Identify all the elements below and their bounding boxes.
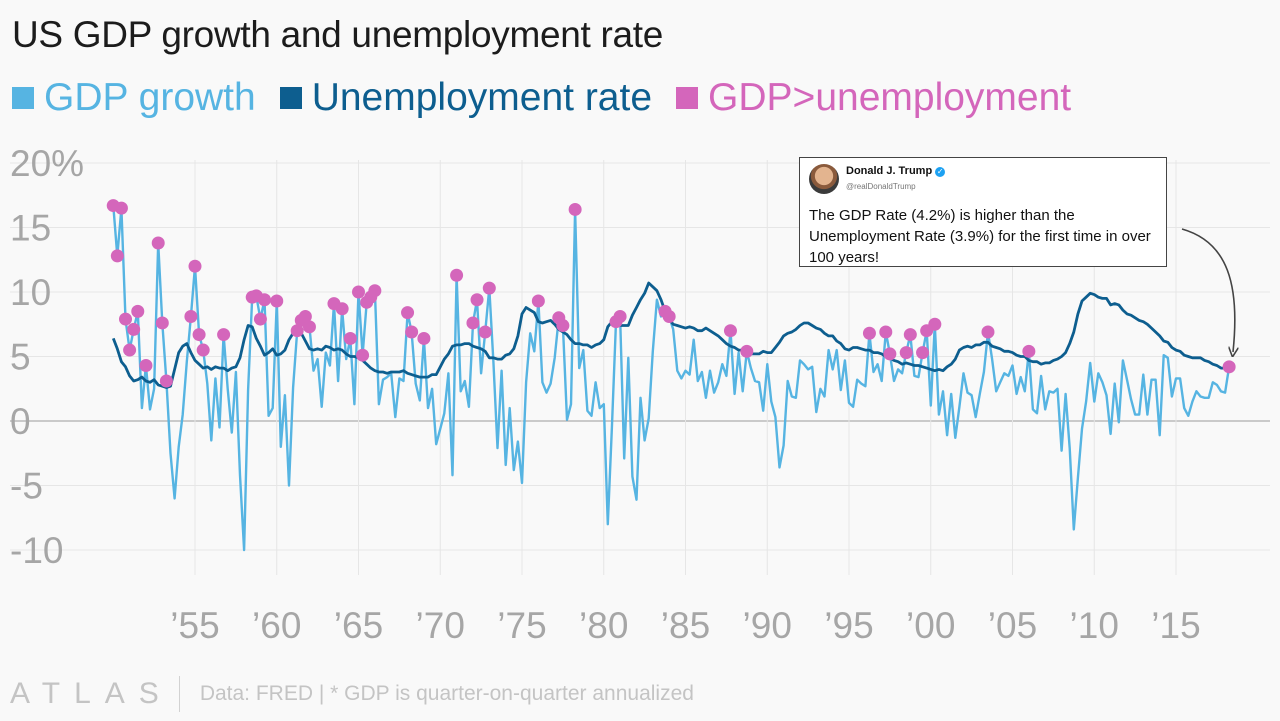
- gdp-over-unemployment-point: [1222, 360, 1236, 374]
- tweet-text: The GDP Rate (4.2%) is higher than the U…: [809, 207, 1151, 266]
- gdp-over-unemployment-point: [151, 236, 165, 250]
- gdp-over-unemployment-point: [119, 312, 133, 326]
- chart-title: US GDP growth and unemployment rate: [12, 14, 664, 55]
- gdp-over-unemployment-point: [335, 302, 349, 316]
- tweet-handle: @realDonaldTrump: [846, 182, 916, 191]
- gdp-over-unemployment-point: [401, 306, 415, 320]
- gdp-over-unemployment-point: [470, 293, 484, 307]
- annotation-arrow: [1181, 228, 1235, 352]
- source-note: Data: FRED | * GDP is quarter-on-quarter…: [199, 682, 694, 705]
- verified-badge-icon: ✓: [935, 167, 946, 177]
- x-tick-label: ’10: [1070, 605, 1119, 646]
- gdp-over-unemployment-point: [417, 331, 431, 345]
- gdp-over-unemployment-point: [352, 285, 365, 299]
- gdp-over-unemployment-point: [531, 294, 545, 308]
- x-tick-label: ’60: [252, 605, 301, 646]
- gdp-over-unemployment-point: [159, 374, 173, 388]
- gdp-over-unemployment-point: [450, 268, 464, 282]
- y-tick-label: 15: [10, 208, 51, 249]
- gdp-over-unemployment-point: [478, 325, 492, 339]
- x-tick-label: ’55: [170, 605, 219, 646]
- x-tick-label: ’05: [988, 605, 1037, 646]
- gdp-over-unemployment-point: [740, 344, 754, 358]
- gdp-over-unemployment-point: [899, 346, 913, 360]
- gdp-over-unemployment-point: [253, 312, 267, 326]
- gdp-over-unemployment-point: [155, 316, 169, 330]
- x-tick-label: ’85: [661, 605, 710, 646]
- y-tick-label: -5: [10, 466, 43, 507]
- gdp-over-unemployment-point: [405, 325, 419, 339]
- gdp-over-unemployment-point: [862, 326, 876, 340]
- gdp-over-unemployment-point: [556, 319, 570, 333]
- gdp-over-unemployment-point: [903, 328, 917, 342]
- gdp-over-unemployment-point: [123, 343, 137, 357]
- gdp-over-unemployment-point: [928, 317, 942, 331]
- y-tick-label: 10: [10, 272, 51, 313]
- legend-label-unemployment-rate: Unemployment rate: [311, 76, 653, 119]
- gdp-over-unemployment-point: [114, 201, 128, 215]
- gdp-over-unemployment-point: [356, 348, 370, 362]
- gdp-over-unemployment-point: [184, 310, 198, 324]
- y-tick-label: 0: [10, 401, 31, 442]
- legend-label-gdp-over-unemployment: GDP>unemployment: [708, 76, 1072, 119]
- tweet-author: Donald J. Trump ✓: [846, 165, 946, 177]
- y-tick-label: 20%: [10, 143, 84, 184]
- series-layer: [106, 199, 1236, 552]
- x-tick-label: ’80: [579, 605, 628, 646]
- x-tick-label: ’95: [824, 605, 873, 646]
- gdp-over-unemployment-point: [368, 284, 382, 298]
- gdp-over-unemployment-point: [257, 293, 271, 307]
- legend-swatch-gdp-over-unemployment: [676, 87, 699, 109]
- gdp-over-unemployment-point: [662, 310, 676, 324]
- x-tick-label: ’65: [334, 605, 383, 646]
- legend: GDP growth Unemployment rate GDP>unemplo…: [12, 76, 1095, 120]
- tweet-author-name: Donald J. Trump: [846, 165, 933, 177]
- footer: ATLAS Data: FRED | * GDP is quarter-on-q…: [10, 676, 694, 712]
- tweet-card: Donald J. Trump ✓ @realDonaldTrump The GD…: [799, 157, 1167, 267]
- legend-label-gdp-growth: GDP growth: [44, 76, 256, 119]
- gdp-over-unemployment-point: [217, 328, 231, 342]
- gdp-over-unemployment-point: [1022, 344, 1036, 358]
- gdp-over-unemployment-point: [723, 324, 737, 338]
- gdp-over-unemployment-point: [343, 331, 357, 345]
- gdp-over-unemployment-point: [110, 249, 124, 263]
- gdp-over-unemployment-point: [613, 310, 627, 324]
- gdp-over-unemployment-point: [302, 320, 316, 334]
- gdp-over-unemployment-point: [879, 325, 893, 339]
- y-tick-label: -10: [10, 530, 63, 571]
- gdp-over-unemployment-point: [883, 347, 897, 361]
- footer-divider: [178, 676, 180, 712]
- gdp-over-unemployment-point: [568, 202, 582, 216]
- x-tick-label: ’70: [416, 605, 465, 646]
- gdp-over-unemployment-point: [482, 281, 496, 295]
- gdp-over-unemployment-point: [270, 294, 284, 308]
- legend-item-unemployment-rate: Unemployment rate: [279, 76, 653, 120]
- gdp-over-unemployment-point: [131, 304, 145, 318]
- y-axis: 20% 15 10 5 0 -5 -10: [10, 143, 84, 571]
- y-tick-label: 5: [10, 337, 31, 378]
- gdp-over-unemployment-point: [466, 316, 480, 330]
- gdp-over-unemployment-point: [916, 346, 930, 360]
- gdp-over-unemployment-point: [290, 324, 304, 338]
- gdp-over-unemployment-point: [981, 325, 995, 339]
- gdp-over-unemployment-point: [192, 328, 206, 342]
- legend-swatch-gdp-growth: [12, 87, 34, 109]
- x-tick-label: ’90: [743, 605, 792, 646]
- x-tick-label: ’00: [906, 605, 955, 646]
- x-axis: ’55 ’60 ’65 ’70 ’75 ’80 ’85 ’90 ’95 ’00 ’05 ’10 ’15: [170, 605, 1200, 646]
- gdp-over-unemployment-point: [196, 343, 210, 357]
- legend-item-gdp-growth: GDP growth: [12, 76, 256, 120]
- avatar: [809, 164, 839, 194]
- atlas-logo: ATLAS: [10, 677, 173, 710]
- legend-swatch-unemployment-rate: [279, 87, 302, 109]
- legend-item-gdp-over-unemployment: GDP>unemployment: [676, 76, 1071, 120]
- gdp-over-unemployment-point: [298, 310, 312, 324]
- x-tick-label: ’15: [1151, 605, 1200, 646]
- gdp-over-unemployment-point: [139, 359, 153, 373]
- gdp-over-unemployment-point: [127, 322, 141, 336]
- gdp-over-unemployment-point: [188, 259, 202, 273]
- x-tick-label: ’75: [497, 605, 546, 646]
